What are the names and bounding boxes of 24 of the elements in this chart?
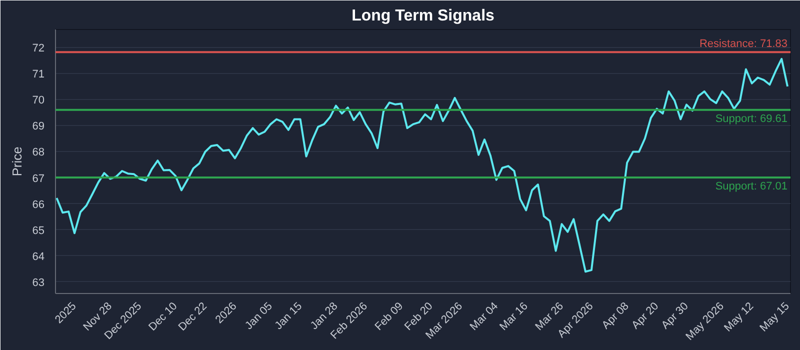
y-tick-label: 72: [32, 42, 45, 55]
ref-line-label: Support: 67.01: [715, 180, 788, 192]
y-tick-label: 70: [32, 94, 45, 107]
y-tick-label: 64: [32, 250, 45, 263]
x-tick-label: Jan 15: [272, 300, 305, 332]
x-tick-label: Apr 20: [630, 300, 662, 332]
x-tick-label: Apr 08: [600, 300, 632, 332]
chart-title: Long Term Signals: [352, 8, 495, 24]
y-tick-label: 65: [32, 224, 45, 237]
x-tick-label: Jan 05: [242, 300, 275, 332]
ref-line-label: Support: 69.61: [715, 112, 788, 125]
x-tick-label: Apr 30: [659, 300, 691, 332]
y-tick-label: 66: [32, 198, 45, 211]
x-tick-label: May 12: [722, 300, 756, 334]
y-tick-label: 68: [32, 146, 45, 159]
y-axis-title: Price: [9, 146, 24, 176]
x-tick-label: May 15: [758, 300, 792, 334]
line-series: [56, 58, 789, 273]
y-tick-label: 69: [32, 120, 45, 133]
x-tick-label: Dec 22: [176, 300, 210, 334]
y-tick-label: 71: [32, 68, 45, 81]
y-tick-label: 63: [32, 276, 45, 289]
y-tick-label: 67: [32, 172, 45, 185]
ref-line-label: Resistance: 71.83: [699, 38, 788, 50]
